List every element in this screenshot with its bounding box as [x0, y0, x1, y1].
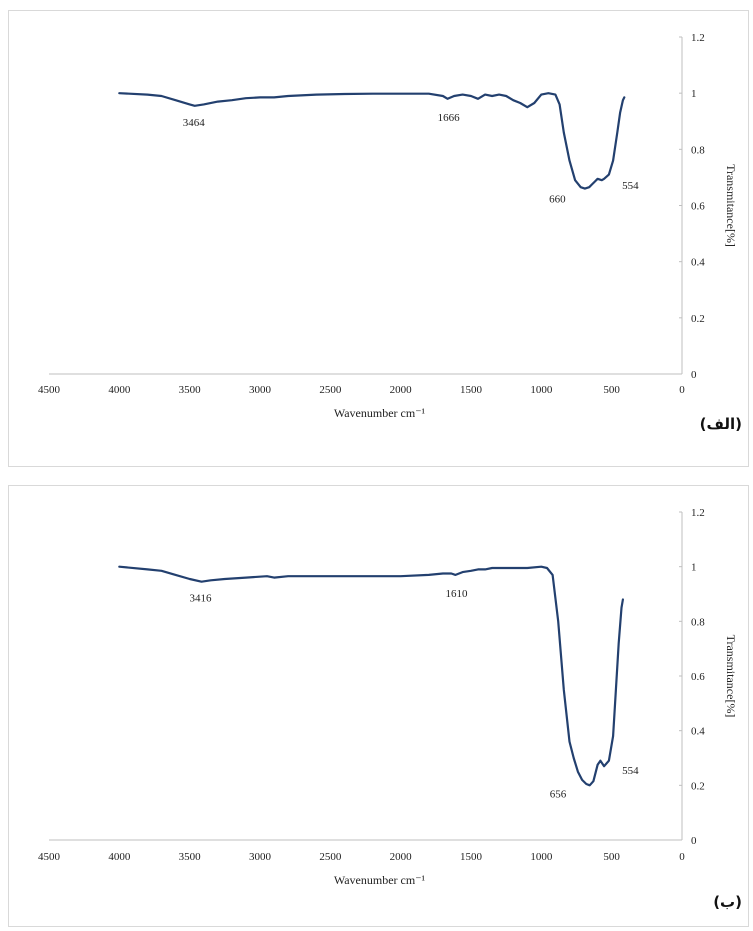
ftir-chart-a: 4500 4000 3500 3000 2500 2000 1500 1000 500 00 0.2…	[38, 32, 738, 420]
y-tick-label: 0.2	[691, 313, 705, 325]
peak-label: 554	[622, 765, 639, 777]
y-tick-label: 1.2	[691, 507, 705, 519]
y-tick-label: 0.4	[691, 257, 705, 269]
peak-label: 656	[550, 788, 567, 800]
chart-panel-b: 4500 4000 3500 3000 2500 2000 1500 1000 500 0 0 0.2…	[8, 485, 749, 927]
x-tick-label: 2000	[390, 384, 413, 396]
x-tick-label: 1000	[530, 384, 553, 396]
y-axis-label: Transmitance[%]	[724, 164, 738, 247]
x-tick-label: 4000	[108, 384, 131, 396]
x-axis-label: Wavenumber cm⁻¹	[334, 406, 426, 420]
y-axis-label: Transmitance[%]	[724, 635, 738, 718]
x-tick-label: 2500	[319, 384, 342, 396]
y-tick-label: 0.6	[691, 201, 705, 213]
y-tick-label: 1	[691, 88, 697, 100]
x-tick-label: 3500	[179, 384, 202, 396]
peak-label: 554	[622, 180, 639, 192]
x-tick-label: 4500	[38, 384, 61, 396]
x-tick-label: 0	[679, 384, 685, 396]
peak-label: 3464	[183, 117, 206, 129]
x-tick-label: 4000	[108, 851, 131, 863]
x-tick-label: 500	[603, 851, 620, 863]
x-tick-label: 2000	[390, 851, 413, 863]
y-tick-label: 0.2	[691, 780, 705, 792]
y-tick-label: 0.6	[691, 671, 705, 683]
x-tick-label: 1000	[530, 851, 553, 863]
peak-label: 1666	[438, 112, 461, 124]
chart-panel-a: 4500 4000 3500 3000 2500 2000 1500 1000 500 0 0 0.2…	[8, 10, 749, 467]
x-tick-label: 0	[679, 851, 685, 863]
x-tick-label: 500	[603, 384, 620, 396]
panel-label-b: (ب)	[713, 893, 742, 911]
ftir-chart-b: 4500 4000 3500 3000 2500 2000 1500 1000 500 00 0.2…	[38, 507, 738, 887]
panel-label-a: (الف)	[699, 415, 742, 433]
y-tick-label: 1.2	[691, 32, 705, 44]
peak-label: 1610	[446, 588, 469, 600]
peak-label: 3416	[189, 593, 212, 605]
y-tick-label: 0.8	[691, 144, 705, 156]
peak-label: 660	[549, 194, 566, 206]
spectrum-line	[118, 92, 626, 190]
x-axis-label: Wavenumber cm⁻¹	[334, 873, 426, 887]
x-tick-label: 3500	[179, 851, 202, 863]
x-tick-label: 3000	[249, 851, 272, 863]
y-tick-label: 0.4	[691, 726, 705, 738]
x-tick-label: 1500	[460, 851, 483, 863]
x-tick-label: 1500	[460, 384, 483, 396]
y-tick-label: 0	[691, 369, 697, 381]
x-tick-label: 4500	[38, 851, 61, 863]
spectrum-line	[118, 565, 624, 787]
y-tick-label: 0	[691, 835, 697, 847]
x-tick-label: 2500	[319, 851, 342, 863]
y-tick-label: 0.8	[691, 616, 705, 628]
x-tick-label: 3000	[249, 384, 272, 396]
y-tick-label: 1	[691, 562, 697, 574]
